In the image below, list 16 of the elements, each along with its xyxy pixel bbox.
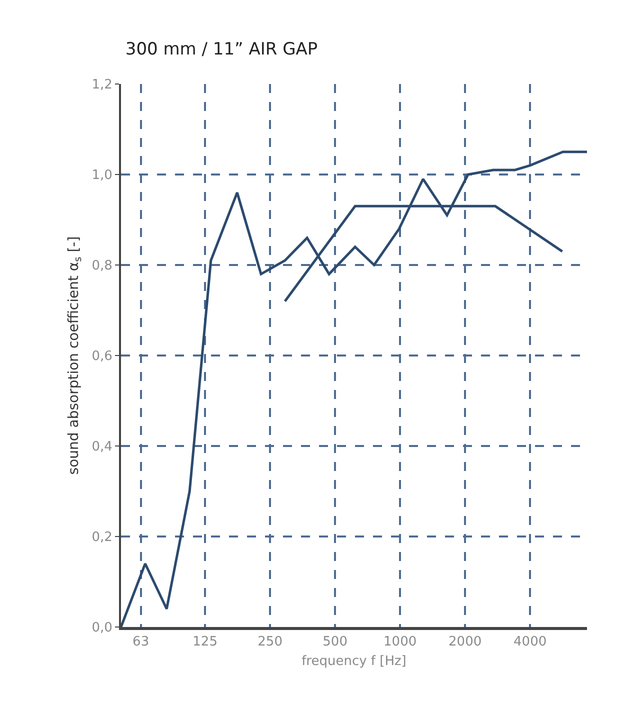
y-tick-label: 0,0: [92, 620, 112, 636]
x-tick-label: 125: [192, 634, 218, 650]
y-tick-label: 1,0: [92, 168, 112, 184]
y-tick-label: 0,4: [92, 440, 112, 455]
y-tick-label: 0,2: [92, 530, 112, 546]
x-tick-label: 2000: [448, 634, 482, 650]
y-tick-label: 0,6: [92, 349, 112, 364]
x-tick-label: 250: [258, 634, 282, 650]
y-tick-label: 0,8: [92, 258, 112, 274]
x-axis-title: frequency f [Hz]: [302, 654, 406, 670]
x-tick-label: 500: [322, 634, 348, 650]
y-tick-label: 1,2: [92, 78, 112, 93]
x-tick-label: 4000: [514, 634, 547, 650]
chart-title: 300 mm / 11” AIR GAP: [125, 40, 318, 60]
x-tick-label: 1000: [384, 634, 417, 650]
x-tick-label: 63: [132, 634, 150, 650]
